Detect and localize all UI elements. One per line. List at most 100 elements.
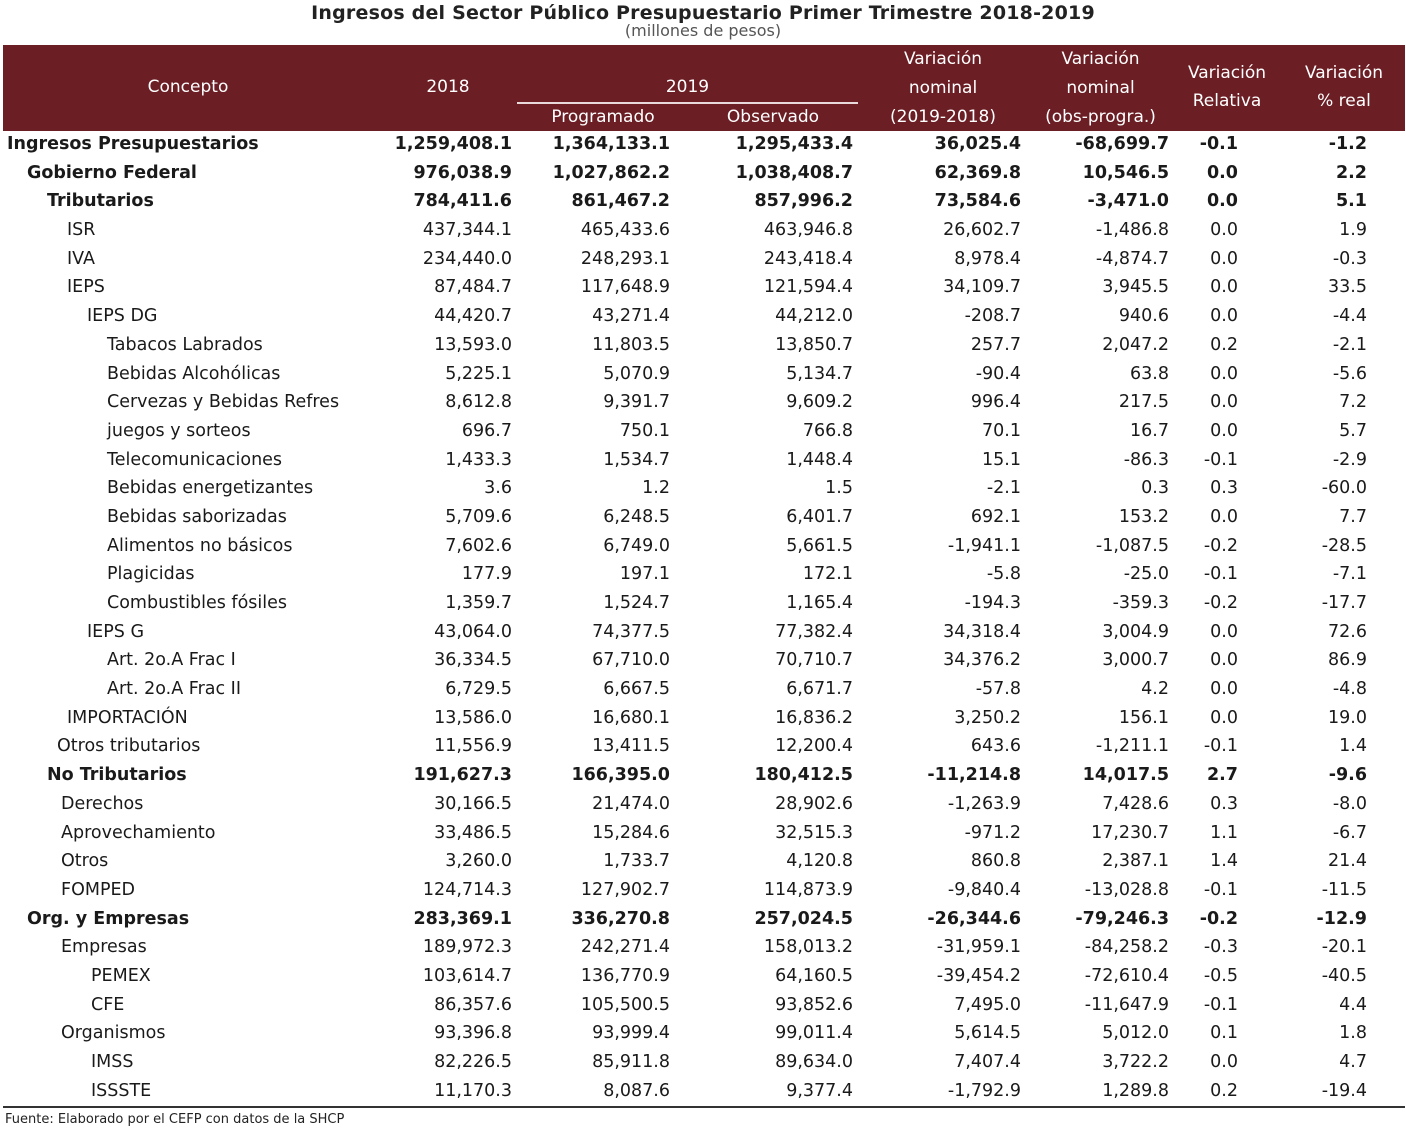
cell-2018: 1,259,408.1 xyxy=(394,134,512,154)
cell-var-nominal: -39,454.2 xyxy=(936,965,1021,986)
cell-var-relativa: 0.0 xyxy=(1206,162,1238,183)
cell-var-nominal: 73,584.6 xyxy=(934,191,1021,212)
cell-var-real: -6.7 xyxy=(1332,822,1367,843)
cell-var-nominal: 7,407.4 xyxy=(954,1052,1021,1072)
cell-programado: 6,667.5 xyxy=(603,679,670,700)
cell-var-relativa: 0.2 xyxy=(1210,334,1238,355)
cell-var-obs-progra: 153.2 xyxy=(1118,506,1169,527)
cell-var-real: -4.4 xyxy=(1332,306,1367,327)
cell-2018: 33,486.5 xyxy=(434,822,512,843)
cell-2018: 191,627.3 xyxy=(413,765,512,786)
cell-programado: 197.1 xyxy=(619,564,670,585)
cell-var-obs-progra: -79,246.3 xyxy=(1075,908,1169,929)
table-row: IMSS 82,226.5 85,911.8 89,634.0 7,407.4 3,722… xyxy=(3,1050,1405,1079)
cell-programado: 74,377.5 xyxy=(592,621,670,642)
cell-var-nominal: 36,025.4 xyxy=(934,134,1021,154)
cell-var-relativa: -0.2 xyxy=(1203,535,1238,556)
cell-programado: 166,395.0 xyxy=(571,765,670,786)
table-row: ISR 437,344.1 465,433.6 463,946.8 26,602.7 -1… xyxy=(3,218,1405,247)
cell-var-relativa: 0.0 xyxy=(1210,420,1238,441)
header-var-nominal-2: nominal xyxy=(908,78,978,98)
cell-2018: 234,440.0 xyxy=(422,248,512,269)
cell-var-relativa: 0.2 xyxy=(1210,1080,1238,1101)
cell-var-nominal: -208.7 xyxy=(964,306,1021,327)
cell-var-relativa: -0.2 xyxy=(1203,593,1238,613)
cell-concepto: Alimentos no básicos xyxy=(107,535,293,556)
cell-var-nominal: 70.1 xyxy=(982,420,1021,441)
cell-observado: 180,412.5 xyxy=(754,765,853,786)
cell-var-obs-progra: 2,387.1 xyxy=(1102,851,1169,872)
table-row: Organismos 93,396.8 93,999.4 99,011.4 5,614.… xyxy=(3,1021,1405,1050)
table-bottom-rule xyxy=(3,1106,1405,1108)
cell-var-real: -2.9 xyxy=(1332,449,1367,470)
cell-var-obs-progra: 3,004.9 xyxy=(1102,621,1169,642)
cell-2018: 3,260.0 xyxy=(445,851,512,872)
table-row: Org. y Empresas 283,369.1 336,270.8 257,024… xyxy=(3,907,1405,936)
cell-programado: 336,270.8 xyxy=(571,908,670,929)
cell-var-obs-progra: 217.5 xyxy=(1118,392,1169,413)
cell-var-obs-progra: 7,428.6 xyxy=(1102,793,1169,814)
cell-programado: 93,999.4 xyxy=(592,1023,670,1044)
cell-var-real: 5.7 xyxy=(1339,420,1367,441)
cell-observado: 463,946.8 xyxy=(763,220,853,241)
cell-programado: 1,364,133.1 xyxy=(552,134,670,154)
cell-var-obs-progra: 63.8 xyxy=(1130,363,1169,384)
cell-var-nominal: -57.8 xyxy=(975,679,1021,700)
cell-observado: 9,609.2 xyxy=(786,392,853,413)
table-row: Telecomunicaciones 1,433.3 1,534.7 1,448.4 1… xyxy=(3,448,1405,477)
cell-var-real: -9.6 xyxy=(1328,765,1367,786)
table-row: Alimentos no básicos 7,602.6 6,749.0 5,661.… xyxy=(3,534,1405,563)
cell-var-real: 21.4 xyxy=(1328,851,1367,872)
cell-2018: 976,038.9 xyxy=(413,162,512,183)
cell-observado: 766.8 xyxy=(802,420,853,441)
cell-2018: 5,709.6 xyxy=(445,506,512,527)
table-row: ISSSTE 11,170.3 8,087.6 9,377.4 -1,792.9 1,28… xyxy=(3,1079,1405,1108)
cell-2018: 82,226.5 xyxy=(434,1052,512,1072)
cell-var-obs-progra: -68,699.7 xyxy=(1075,134,1169,154)
cell-var-real: 1.8 xyxy=(1339,1023,1367,1044)
table-row: IVA 234,440.0 248,293.1 243,418.4 8,978.4 -4,… xyxy=(3,247,1405,276)
cell-var-obs-progra: -1,211.1 xyxy=(1095,736,1169,757)
table-row: Otros tributarios 11,556.9 13,411.5 12,200.… xyxy=(3,734,1405,763)
cell-programado: 1,733.7 xyxy=(603,851,670,872)
header-var-rel-2: Relativa xyxy=(1192,91,1262,111)
cell-var-obs-progra: 17,230.7 xyxy=(1091,822,1169,843)
cell-var-relativa: 0.0 xyxy=(1210,621,1238,642)
cell-2018: 784,411.6 xyxy=(413,191,512,212)
cell-var-obs-progra: -1,486.8 xyxy=(1095,220,1169,241)
cell-var-nominal: 7,495.0 xyxy=(954,994,1021,1015)
cell-observado: 77,382.4 xyxy=(775,621,853,642)
cell-var-obs-progra: 3,000.7 xyxy=(1102,650,1169,671)
cell-var-real: 72.6 xyxy=(1328,621,1367,642)
cell-var-relativa: 0.0 xyxy=(1210,392,1238,413)
cell-var-nominal: -1,941.1 xyxy=(947,535,1021,556)
cell-observado: 12,200.4 xyxy=(775,736,853,757)
table-row: No Tributarios 191,627.3 166,395.0 180,412.… xyxy=(3,763,1405,792)
cell-var-relativa: -0.3 xyxy=(1203,937,1238,958)
cell-programado: 861,467.2 xyxy=(571,191,670,212)
cell-concepto: Aprovechamiento xyxy=(61,822,216,843)
cell-var-relativa: 0.0 xyxy=(1210,1052,1238,1072)
cell-var-obs-progra: -4,874.7 xyxy=(1095,248,1169,269)
cell-concepto: Org. y Empresas xyxy=(27,908,190,929)
cell-var-real: -19.4 xyxy=(1321,1080,1367,1101)
cell-concepto: Gobierno Federal xyxy=(27,162,197,183)
cell-programado: 8,087.6 xyxy=(603,1080,670,1101)
cell-var-real: -4.8 xyxy=(1332,679,1367,700)
cell-var-relativa: 0.0 xyxy=(1210,248,1238,269)
cell-var-obs-progra: 5,012.0 xyxy=(1102,1023,1169,1044)
cell-var-nominal: -194.3 xyxy=(964,593,1021,613)
cell-var-nominal: 8,978.4 xyxy=(954,248,1021,269)
cell-var-real: -11.5 xyxy=(1321,879,1367,900)
cell-var-real: 19.0 xyxy=(1328,707,1367,728)
cell-2018: 13,593.0 xyxy=(434,334,512,355)
cell-var-nominal: -971.2 xyxy=(964,822,1021,843)
cell-var-relativa: -0.2 xyxy=(1199,908,1238,929)
cell-observado: 1.5 xyxy=(825,478,853,499)
cell-concepto: Telecomunicaciones xyxy=(107,449,283,470)
table-row: Ingresos Presupuestarios 1,259,408.1 1,364… xyxy=(3,132,1405,161)
cell-var-relativa: 1.1 xyxy=(1210,822,1238,843)
cell-var-obs-progra: 16.7 xyxy=(1130,420,1169,441)
table-row: FOMPED 124,714.3 127,902.7 114,873.9 -9,840.… xyxy=(3,878,1405,907)
cell-concepto: IMSS xyxy=(91,1052,134,1072)
